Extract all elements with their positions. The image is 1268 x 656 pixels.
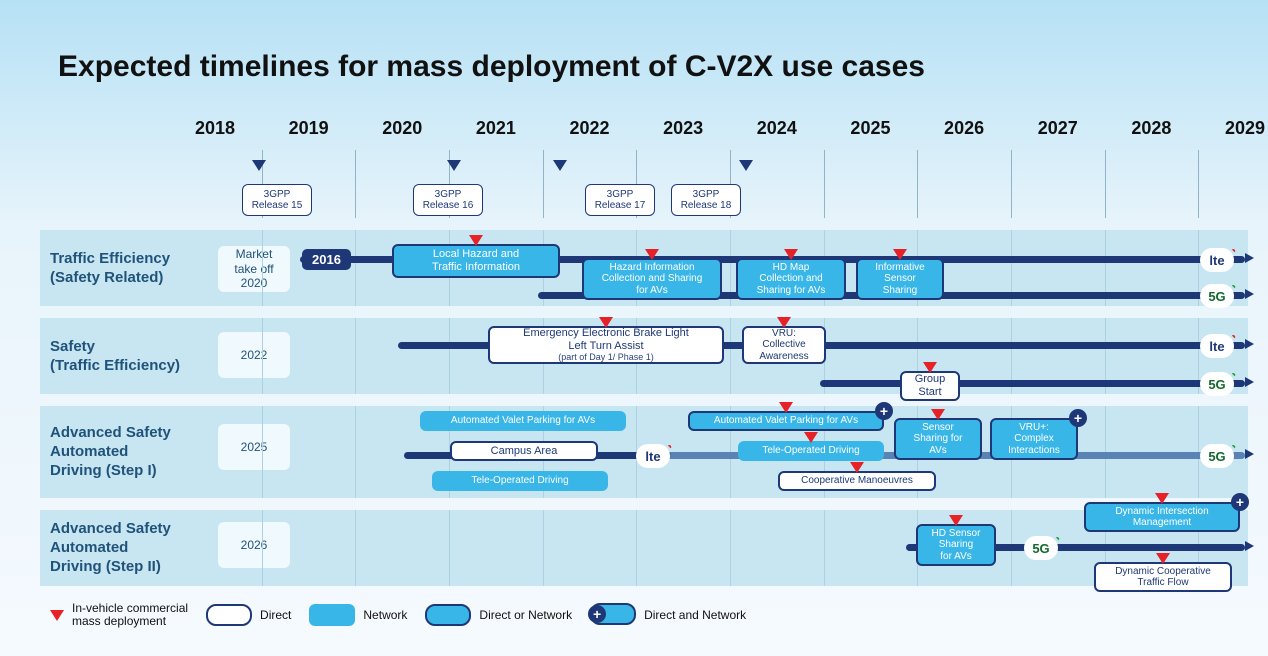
use-case-box: HD SensorSharingfor AVs <box>916 524 996 566</box>
use-case-box: GroupStart <box>900 371 960 401</box>
use-case-box: Automated Valet Parking for AVs <box>688 411 884 431</box>
use-case-box: InformativeSensorSharing <box>856 258 944 300</box>
use-case-box: Local Hazard andTraffic Information <box>392 244 560 278</box>
use-case-box: Tele-Operated Driving <box>738 441 884 461</box>
use-case-box: SensorSharing forAVs <box>894 418 982 460</box>
use-case-box: Dynamic IntersectionManagement <box>1084 502 1240 532</box>
use-case-box: Hazard InformationCollection and Sharing… <box>582 258 722 300</box>
use-case-box: HD MapCollection andSharing for AVs <box>736 258 846 300</box>
use-case-box: Emergency Electronic Brake LightLeft Tur… <box>488 326 724 364</box>
legend: In-vehicle commercialmass deploymentDire… <box>50 602 746 628</box>
timeline-chart: Expected timelines for mass deployment o… <box>0 0 1268 656</box>
use-case-box: Campus Area <box>450 441 598 461</box>
use-case-box: Cooperative Manoeuvres <box>778 471 936 491</box>
use-case-box: VRU+:ComplexInteractions <box>990 418 1078 460</box>
use-case-box: VRU:CollectiveAwareness <box>742 326 826 364</box>
use-case-box: Dynamic CooperativeTraffic Flow <box>1094 562 1232 592</box>
use-case-box: Tele-Operated Driving <box>432 471 608 491</box>
use-case-box: Automated Valet Parking for AVs <box>420 411 626 431</box>
